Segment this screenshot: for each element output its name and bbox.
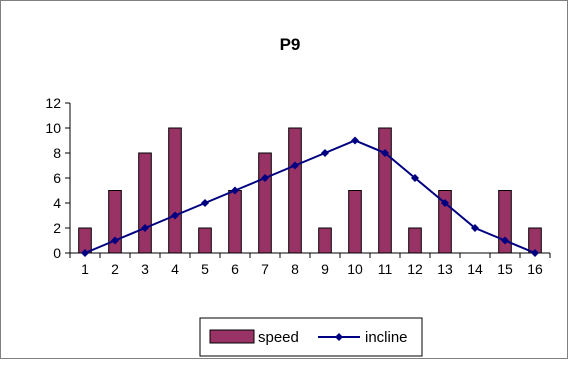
chart-title: P9 xyxy=(280,35,301,54)
x-tick-label: 7 xyxy=(261,261,269,277)
incline-point xyxy=(471,224,479,232)
y-tick-label: 0 xyxy=(53,245,61,261)
x-tick-label: 3 xyxy=(141,261,149,277)
speed-bar xyxy=(348,190,362,254)
incline-point xyxy=(81,249,89,257)
x-tick-label: 10 xyxy=(347,261,363,277)
incline-point xyxy=(201,199,209,207)
speed-bar xyxy=(258,152,272,254)
incline-point xyxy=(111,236,119,245)
speed-bar xyxy=(228,190,242,254)
incline-point xyxy=(231,186,239,195)
incline-point xyxy=(501,236,509,245)
speed-bar xyxy=(168,127,182,254)
x-tick-label: 9 xyxy=(321,261,329,277)
x-tick-label: 13 xyxy=(437,261,453,277)
legend-incline-label: incline xyxy=(365,329,408,346)
x-tick-label: 12 xyxy=(407,261,423,277)
x-tick-label: 5 xyxy=(201,261,209,277)
x-tick-label: 14 xyxy=(467,261,483,277)
x-tick-label: 11 xyxy=(378,261,393,277)
y-tick-label: 8 xyxy=(53,145,61,161)
speed-bar xyxy=(198,227,212,254)
incline-point xyxy=(171,211,179,220)
speed-bar xyxy=(378,127,392,254)
incline-point xyxy=(441,199,449,207)
incline-point xyxy=(321,149,329,157)
legend-speed-swatch xyxy=(209,329,255,344)
incline-point xyxy=(141,224,149,232)
incline-point xyxy=(381,149,389,157)
x-tick-label: 4 xyxy=(171,261,179,277)
x-tick-label: 6 xyxy=(231,261,239,277)
y-tick-label: 2 xyxy=(53,220,61,236)
legend: speed incline xyxy=(199,317,423,357)
x-tick-label: 15 xyxy=(497,261,513,277)
x-tick-label: 16 xyxy=(527,261,543,277)
incline-point xyxy=(261,174,269,182)
y-tick-label: 6 xyxy=(53,170,61,186)
incline-point xyxy=(411,174,419,182)
incline-point xyxy=(531,249,539,257)
y-tick-label: 12 xyxy=(45,95,61,111)
x-tick-label: 8 xyxy=(291,261,299,277)
speed-bar xyxy=(288,127,302,254)
y-tick-label: 10 xyxy=(45,120,61,136)
x-tick-label: 2 xyxy=(111,261,119,277)
speed-bar xyxy=(138,152,152,254)
incline-point xyxy=(351,136,359,145)
incline-line xyxy=(84,139,536,254)
x-tick-label: 1 xyxy=(81,261,89,277)
legend-speed-label: speed xyxy=(258,329,299,346)
speed-bar xyxy=(408,227,422,254)
legend-incline-marker xyxy=(335,333,343,341)
speed-bar xyxy=(318,227,332,254)
y-tick-label: 4 xyxy=(53,195,61,211)
incline-point xyxy=(291,161,299,170)
